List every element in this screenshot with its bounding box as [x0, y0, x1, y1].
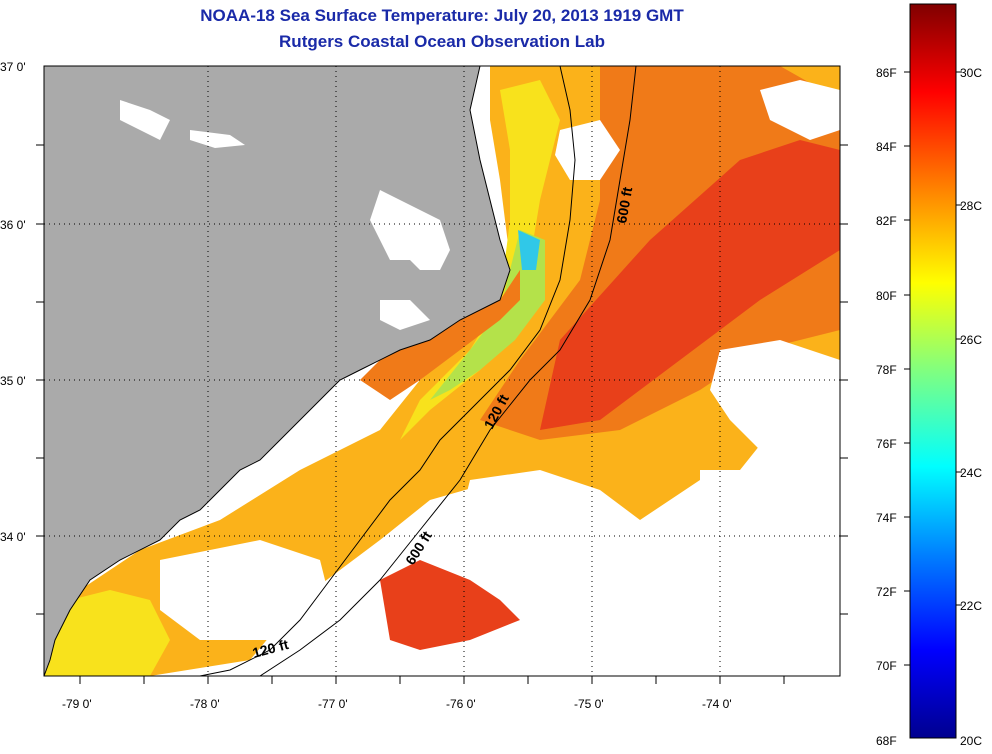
cbar-f-76: 76F — [876, 437, 897, 451]
sst-field-south-hot — [380, 560, 520, 650]
lon-label-79: -79 0' — [62, 697, 92, 711]
cbar-c-26: 26C — [960, 333, 982, 347]
contour-120ft — [199, 66, 576, 676]
cloud-patch-north — [555, 120, 620, 180]
lon-label-78: -78 0' — [190, 697, 220, 711]
cloud-patch-south — [600, 590, 840, 676]
cloud-patch-southeast — [460, 470, 640, 610]
river-north — [120, 100, 170, 140]
lat-label-35: 35 0' — [0, 374, 26, 388]
lat-label-37: 37 0' — [0, 60, 26, 74]
lon-label-77: -77 0' — [318, 697, 348, 711]
map-frame — [43, 65, 841, 677]
cbar-f-70: 70F — [876, 659, 897, 673]
colorbar-f-ticks — [904, 71, 910, 666]
contour-label-600-north: 600 ft — [613, 185, 635, 224]
cbar-f-72: 72F — [876, 585, 897, 599]
cloud-patch-far-east — [700, 470, 840, 580]
colorbar-c-ticks — [956, 71, 962, 606]
sst-field-pamlico — [360, 270, 520, 400]
cbar-c-20: 20C — [960, 734, 982, 748]
lat-label-36: 36 0' — [0, 218, 26, 232]
cbar-f-82: 82F — [876, 214, 897, 228]
cbar-f-80: 80F — [876, 289, 897, 303]
coastline — [44, 66, 511, 676]
cloud-patch-northeast — [760, 80, 840, 140]
cbar-c-28: 28C — [960, 199, 982, 213]
ticks — [36, 144, 848, 684]
lat-label-34: 34 0' — [0, 530, 26, 544]
sst-field-southwest — [44, 590, 170, 676]
sound-pamlico — [370, 190, 450, 270]
cbar-f-78: 78F — [876, 363, 897, 377]
cbar-f-74: 74F — [876, 511, 897, 525]
cloud-patch-southwest — [160, 540, 330, 640]
contour-600ft — [259, 66, 637, 676]
map-subtitle: Rutgers Coastal Ocean Observation Lab — [279, 32, 605, 51]
cbar-f-84: 84F — [876, 140, 897, 154]
colorbar — [909, 3, 957, 739]
lon-label-74: -74 0' — [702, 697, 732, 711]
sst-field-hot-band — [540, 140, 840, 430]
lon-label-76: -76 0' — [446, 697, 476, 711]
river-north-2 — [190, 130, 245, 148]
grid — [44, 66, 840, 676]
cbar-f-86: 86F — [876, 66, 897, 80]
map-body: 600 ft 120 ft 600 ft 120 ft — [44, 66, 840, 676]
cbar-c-24: 24C — [960, 466, 982, 480]
river-neuse — [380, 300, 430, 330]
cbar-c-22: 22C — [960, 599, 982, 613]
sst-field-green-near-shore — [430, 230, 545, 400]
cloud-patch-east — [710, 340, 840, 470]
sst-field-cyan-near-shore — [518, 230, 540, 270]
map-title: NOAA-18 Sea Surface Temperature: July 20… — [200, 6, 684, 25]
sst-field-cool-near-shore — [400, 80, 560, 440]
cbar-f-68: 68F — [876, 734, 897, 748]
cbar-c-30: 30C — [960, 66, 982, 80]
lon-label-75: -75 0' — [574, 697, 604, 711]
